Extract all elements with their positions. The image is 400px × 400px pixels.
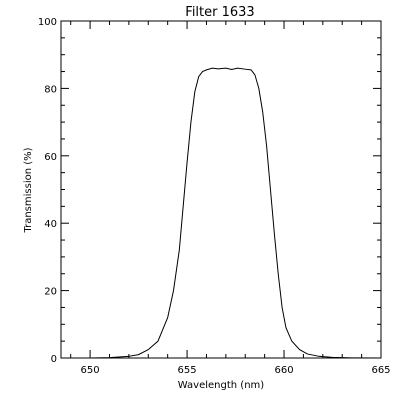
plot-frame <box>60 20 382 359</box>
y-tick-labels: 0 20 40 60 80 100 <box>38 17 57 365</box>
x-tick-label: 655 <box>178 365 197 376</box>
x-tick-label: 660 <box>274 365 293 376</box>
x-axis-label: Wavelength (nm) <box>178 380 264 391</box>
y-tick-label: 100 <box>38 17 57 28</box>
x-tick-label: 650 <box>81 365 100 376</box>
y-axis-label: Transmission (%) <box>23 147 34 233</box>
y-tick-label: 80 <box>44 84 57 95</box>
y-tick-label: 0 <box>51 354 57 365</box>
axis-ticks <box>61 20 382 359</box>
y-tick-label: 60 <box>44 152 57 163</box>
transmission-curve <box>90 67 382 359</box>
x-tick-label: 665 <box>371 365 390 376</box>
y-tick-label: 20 <box>44 287 57 298</box>
chart-title: Filter 1633 <box>185 5 254 20</box>
y-tick-label: 40 <box>44 219 57 230</box>
x-tick-labels: 650 655 660 665 <box>81 365 391 376</box>
